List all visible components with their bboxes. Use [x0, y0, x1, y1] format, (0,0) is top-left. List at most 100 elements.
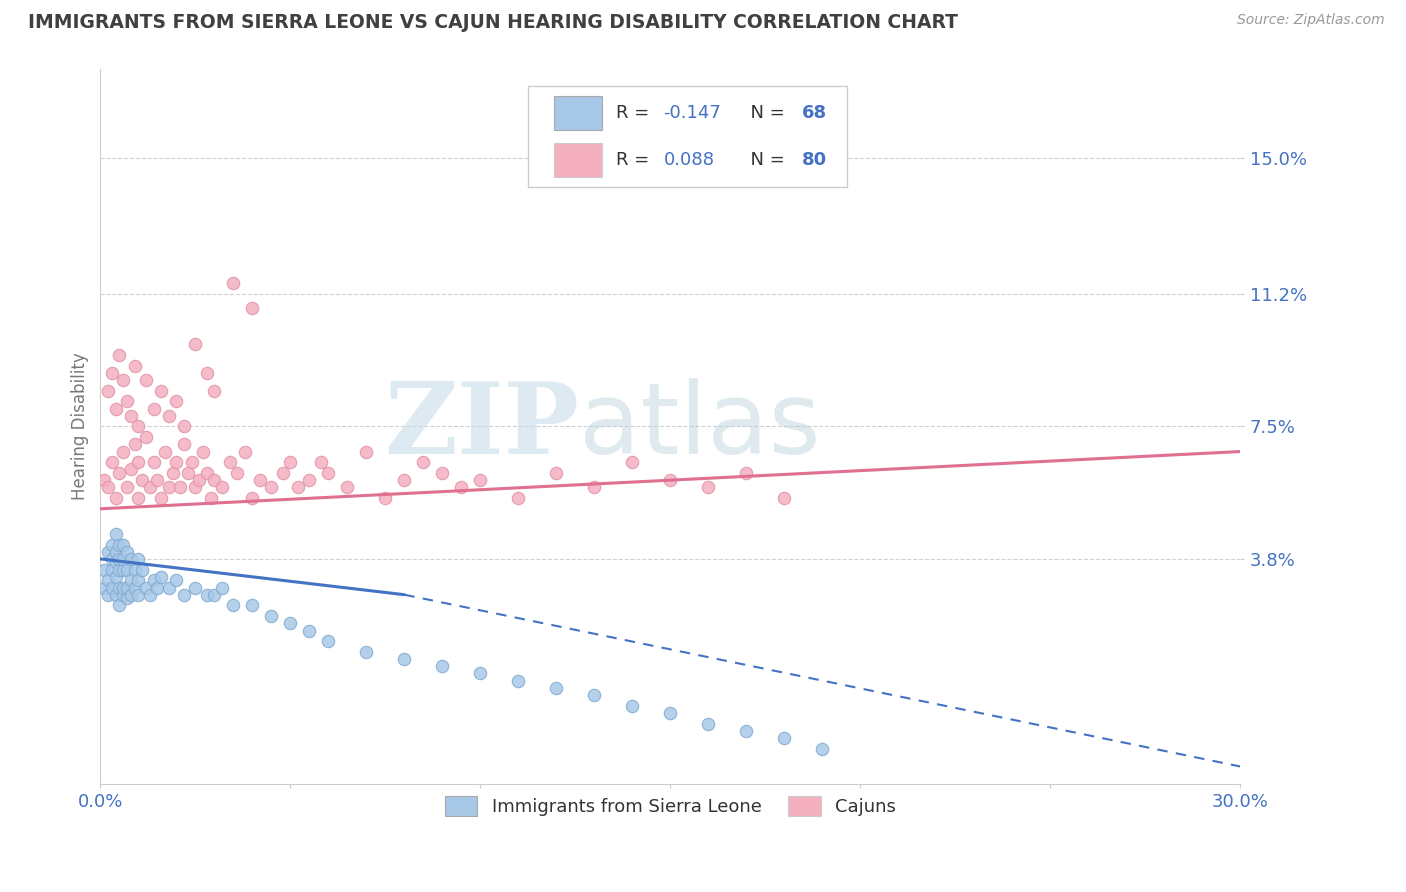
- Point: [169, 480, 191, 494]
- Point: [226, 466, 249, 480]
- Point: [394, 652, 416, 666]
- Point: [112, 581, 135, 595]
- Point: [412, 455, 434, 469]
- Point: [173, 419, 195, 434]
- Point: [112, 563, 135, 577]
- Point: [100, 538, 122, 552]
- Y-axis label: Hearing Disability: Hearing Disability: [72, 352, 89, 500]
- Point: [184, 480, 207, 494]
- Point: [115, 545, 138, 559]
- Point: [374, 491, 396, 505]
- Point: [157, 409, 180, 423]
- Point: [546, 466, 568, 480]
- Text: R =: R =: [616, 104, 655, 122]
- Point: [146, 581, 169, 595]
- Point: [191, 444, 214, 458]
- Point: [735, 723, 758, 738]
- Point: [142, 574, 165, 588]
- Point: [621, 698, 644, 713]
- Point: [127, 552, 149, 566]
- Point: [470, 473, 492, 487]
- Point: [139, 588, 162, 602]
- Point: [104, 491, 127, 505]
- Point: [508, 673, 530, 688]
- Point: [112, 373, 135, 387]
- Text: N =: N =: [738, 151, 790, 169]
- Point: [115, 591, 138, 606]
- Point: [583, 480, 606, 494]
- Point: [139, 480, 162, 494]
- Point: [97, 384, 120, 398]
- Point: [218, 455, 240, 469]
- Point: [773, 731, 796, 745]
- Point: [233, 444, 256, 458]
- Point: [309, 455, 332, 469]
- Bar: [554, 96, 602, 130]
- Point: [120, 409, 142, 423]
- Point: [112, 552, 135, 566]
- Text: 0.088: 0.088: [664, 151, 714, 169]
- Point: [153, 444, 176, 458]
- Text: R =: R =: [616, 151, 655, 169]
- Point: [127, 574, 149, 588]
- Point: [112, 588, 135, 602]
- Bar: [554, 143, 602, 177]
- Point: [394, 473, 416, 487]
- Text: Source: ZipAtlas.com: Source: ZipAtlas.com: [1237, 13, 1385, 28]
- Point: [131, 473, 153, 487]
- Point: [202, 473, 225, 487]
- Point: [146, 473, 169, 487]
- Point: [202, 588, 225, 602]
- Point: [811, 741, 834, 756]
- Point: [115, 563, 138, 577]
- Point: [165, 455, 187, 469]
- Point: [470, 666, 492, 681]
- Point: [450, 480, 472, 494]
- Point: [93, 581, 115, 595]
- Point: [124, 563, 146, 577]
- Point: [280, 455, 302, 469]
- Point: [318, 466, 340, 480]
- Point: [240, 599, 263, 613]
- Point: [135, 581, 157, 595]
- Point: [165, 394, 187, 409]
- Point: [120, 552, 142, 566]
- Point: [100, 563, 122, 577]
- Point: [127, 419, 149, 434]
- Point: [108, 581, 131, 595]
- Point: [104, 545, 127, 559]
- Point: [280, 616, 302, 631]
- Point: [124, 437, 146, 451]
- Point: [104, 588, 127, 602]
- Point: [336, 480, 359, 494]
- Point: [211, 480, 233, 494]
- Point: [240, 491, 263, 505]
- Point: [120, 462, 142, 476]
- Point: [432, 466, 454, 480]
- Point: [162, 466, 184, 480]
- Point: [120, 574, 142, 588]
- Point: [97, 480, 120, 494]
- Text: 80: 80: [801, 151, 827, 169]
- Text: ZIP: ZIP: [384, 378, 579, 475]
- Point: [184, 581, 207, 595]
- Point: [271, 466, 294, 480]
- Point: [104, 570, 127, 584]
- Point: [157, 581, 180, 595]
- Point: [104, 526, 127, 541]
- Point: [100, 581, 122, 595]
- Point: [135, 373, 157, 387]
- Point: [697, 480, 720, 494]
- Point: [287, 480, 309, 494]
- Point: [165, 574, 187, 588]
- Point: [195, 366, 218, 380]
- Point: [432, 659, 454, 673]
- Point: [115, 581, 138, 595]
- Point: [127, 588, 149, 602]
- Point: [298, 624, 321, 638]
- Point: [508, 491, 530, 505]
- Point: [97, 588, 120, 602]
- Point: [773, 491, 796, 505]
- Legend: Immigrants from Sierra Leone, Cajuns: Immigrants from Sierra Leone, Cajuns: [436, 787, 905, 825]
- Point: [108, 563, 131, 577]
